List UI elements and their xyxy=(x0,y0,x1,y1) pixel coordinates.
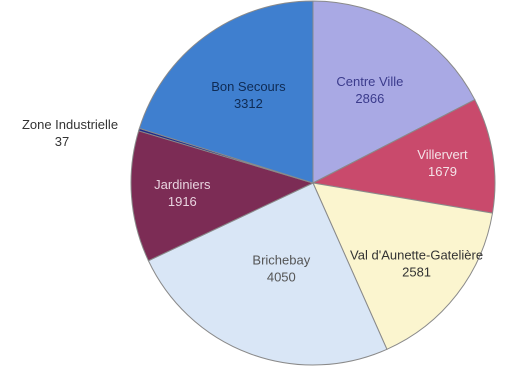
slice-label-villervert: Villervert xyxy=(417,147,468,162)
pie-slice-val-d-aunette-gateli-re xyxy=(312,182,494,350)
slice-label-brichebay: Brichebay xyxy=(252,252,310,267)
pie-slice-bon-secours xyxy=(138,0,314,184)
pie-slice-villervert xyxy=(311,99,496,214)
slice-label-val-d-aunette-gateli-re: Val d'Aunette-Gatelière xyxy=(350,247,483,262)
slice-value-jardiniers: 1916 xyxy=(168,194,197,209)
slice-value-val-d-aunette-gateli-re: 2581 xyxy=(402,264,431,279)
slice-value-zone-industrielle: 37 xyxy=(55,134,69,149)
slice-label-bon-secours: Bon Secours xyxy=(211,79,286,94)
slice-label-zone-industrielle: Zone Industrielle xyxy=(22,117,118,132)
pie-labels: Centre Ville 2866 Villervert 1679 Val d'Aune… xyxy=(22,74,483,285)
slice-value-centre-ville: 2866 xyxy=(355,91,384,106)
pie-slices xyxy=(130,0,496,366)
slice-label-centre-ville: Centre Ville xyxy=(336,74,403,89)
pie-slice-brichebay xyxy=(147,182,388,366)
slice-value-bon-secours: 3312 xyxy=(234,96,263,111)
slice-label-jardiniers: Jardiniers xyxy=(154,177,211,192)
slice-value-brichebay: 4050 xyxy=(267,269,296,284)
slice-value-villervert: 1679 xyxy=(428,164,457,179)
pie-slice-centre-ville xyxy=(312,0,476,184)
pie-slice-jardiniers xyxy=(130,130,315,262)
